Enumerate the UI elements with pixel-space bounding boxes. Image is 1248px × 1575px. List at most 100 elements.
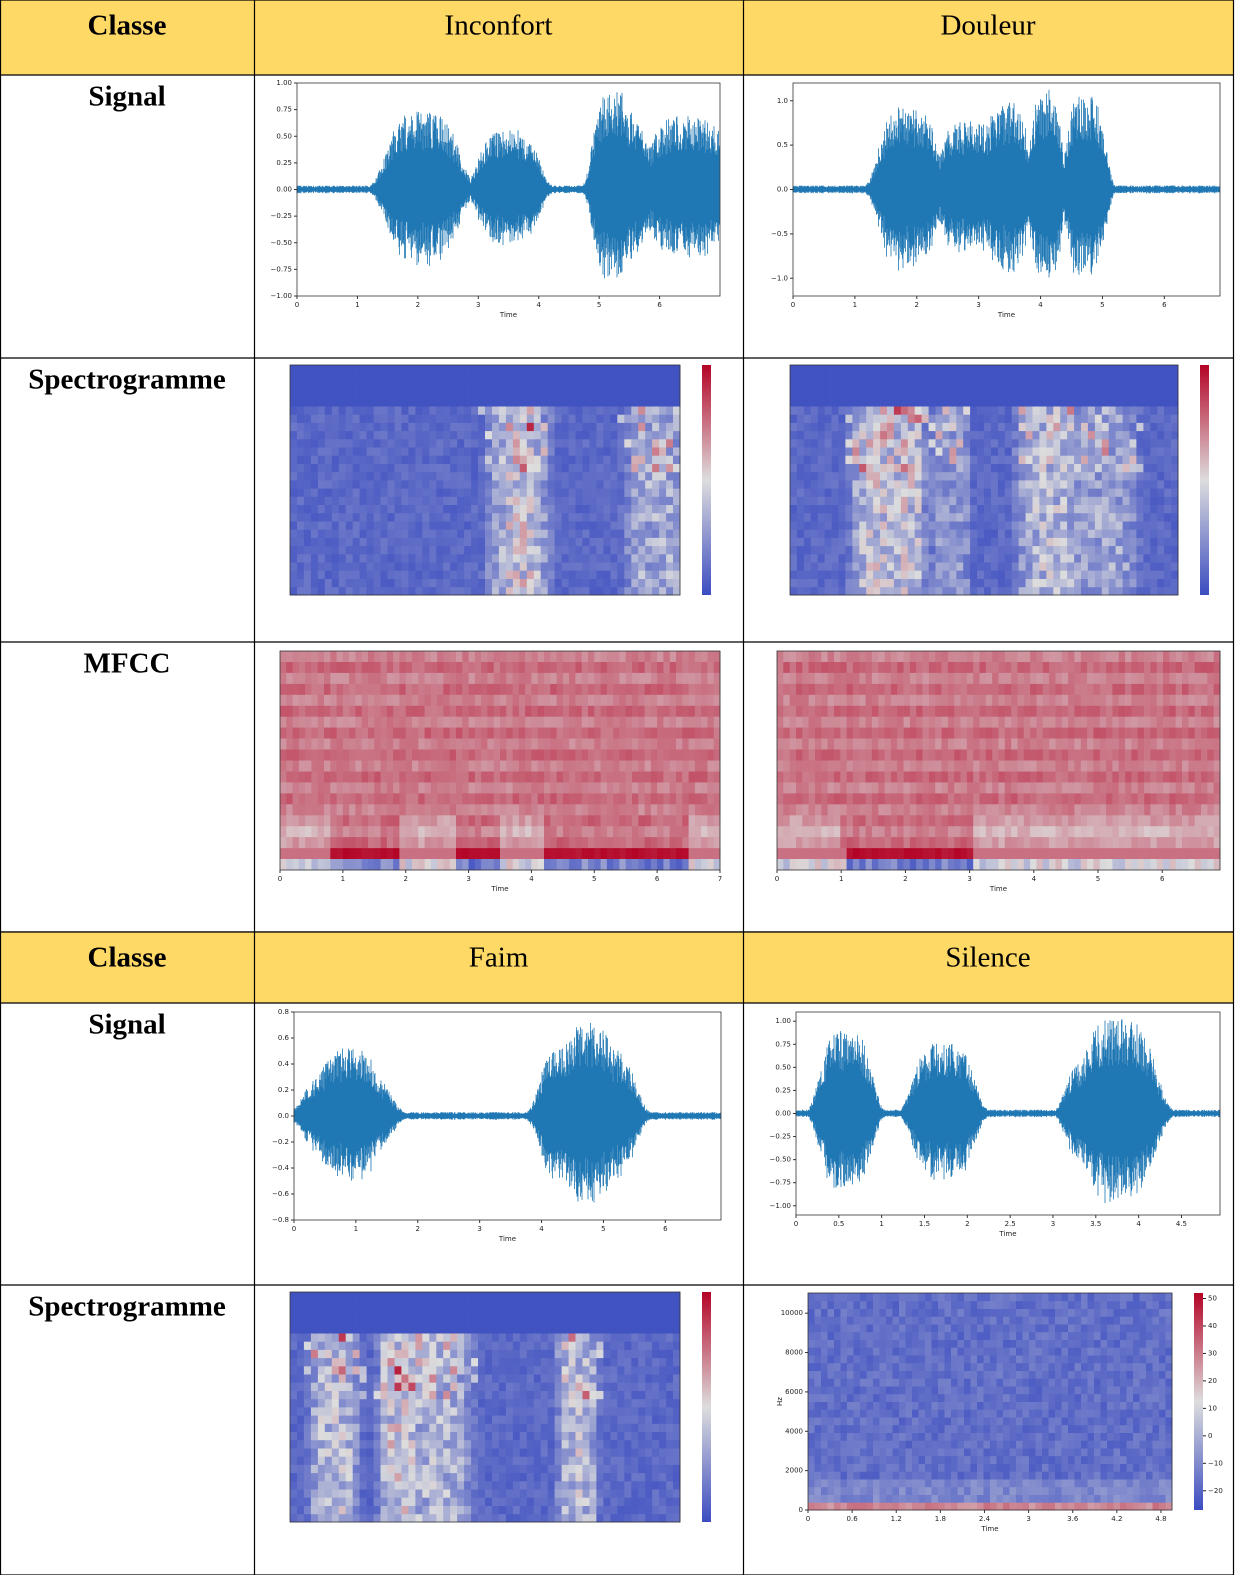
spectrogram-cell <box>852 373 859 382</box>
spectrogram-cell <box>977 488 984 497</box>
x-tick-label: 6 <box>657 301 662 309</box>
spectrogram-cell <box>450 447 457 456</box>
spectrogram-cell <box>325 480 332 489</box>
spectrogram-cell <box>963 447 970 456</box>
spectrogram-cell <box>408 529 415 538</box>
mfcc-cell <box>651 684 658 695</box>
spectrogram-cell <box>936 455 943 464</box>
spectrogram-cell <box>353 538 360 547</box>
spectrogram-cell <box>499 455 506 464</box>
spectrogram-cell <box>1026 423 1033 432</box>
mfcc-cell <box>456 793 463 804</box>
spectrogram-cell <box>1164 381 1171 390</box>
spectrogram-cell <box>1039 431 1046 440</box>
spectrogram-cell <box>520 439 527 448</box>
spectrogram-cell <box>1060 513 1067 522</box>
plot-mfcc: 01234567Time <box>278 651 722 893</box>
spectrogram-cell <box>887 488 894 497</box>
spectrogram-cell <box>666 464 673 473</box>
spectrogram-cell <box>991 538 998 547</box>
spectrogram-cell <box>1067 398 1074 407</box>
spectrogram-cell <box>1123 587 1130 596</box>
spectrogram-cell <box>970 513 977 522</box>
spectrogram-cell <box>880 464 887 473</box>
spectrogram-cell <box>555 455 562 464</box>
spectrogram-cell <box>464 373 471 382</box>
mfcc-cell <box>519 717 526 728</box>
mfcc-cell <box>355 684 362 695</box>
spectrogram-cell <box>970 521 977 530</box>
spectrogram-cell <box>534 439 541 448</box>
mfcc-cell <box>550 673 557 684</box>
mfcc-cell <box>381 750 388 761</box>
spectrogram-cell <box>963 513 970 522</box>
spectrogram-cell <box>1012 406 1019 415</box>
mfcc-cell <box>305 815 312 826</box>
mfcc-cell <box>569 695 576 706</box>
spectrogram-cell <box>395 562 402 571</box>
mfcc-cell <box>809 837 816 848</box>
spectrogram-cell <box>631 579 638 588</box>
mfcc-cell <box>575 739 582 750</box>
spectrogram-cell <box>1143 423 1150 432</box>
spectrogram-cell <box>1130 570 1137 579</box>
spectrogram-cell <box>790 587 797 596</box>
spectrogram-cell <box>1081 570 1088 579</box>
spectrogram-cell <box>381 390 388 399</box>
spectrogram-cell <box>1164 464 1171 473</box>
spectrogram-cell <box>1081 423 1088 432</box>
spectrogram-cell <box>825 538 832 547</box>
spectrogram-cell <box>1157 365 1164 374</box>
mfcc-cell <box>513 695 520 706</box>
spectrogram-cell <box>963 587 970 596</box>
spectrogram-cell <box>492 365 499 374</box>
mfcc-cell <box>368 761 375 772</box>
mfcc-cell <box>834 673 841 684</box>
mfcc-cell <box>840 739 847 750</box>
mfcc-cell <box>481 804 488 815</box>
mfcc-cell <box>299 717 306 728</box>
spectrogram-cell <box>610 570 617 579</box>
spectrogram-cell <box>603 406 610 415</box>
mfcc-cell <box>286 782 293 793</box>
spectrogram-cell <box>1164 505 1171 514</box>
spectrogram-cell <box>1067 472 1074 481</box>
mfcc-cell <box>563 706 570 717</box>
spectrogram-cell <box>1074 496 1081 505</box>
x-axis-label: Time <box>490 885 508 893</box>
spectrogram-cell <box>638 579 645 588</box>
spectrogram-cell <box>797 390 804 399</box>
spectrogram-cell <box>617 464 624 473</box>
mfcc-cell <box>437 804 444 815</box>
mfcc-cell <box>645 750 652 761</box>
mfcc-cell <box>494 706 501 717</box>
spectrogram-cell <box>562 546 569 555</box>
spectrogram-cell <box>1053 513 1060 522</box>
mfcc-cell <box>840 684 847 695</box>
spectrogram-cell <box>367 579 374 588</box>
spectrogram-cell <box>631 365 638 374</box>
mfcc-cell <box>393 782 400 793</box>
mfcc-cell <box>330 859 337 870</box>
spectrogram-cell <box>956 587 963 596</box>
mfcc-cell <box>815 848 822 859</box>
mfcc-cell <box>563 804 570 815</box>
spectrogram-cell <box>311 423 318 432</box>
spectrogram-cell <box>839 505 846 514</box>
mfcc-cell <box>885 782 892 793</box>
spectrogram-cell <box>464 390 471 399</box>
spectrogram-cell <box>381 381 388 390</box>
mfcc-cell <box>324 804 331 815</box>
spectrogram-cell <box>596 562 603 571</box>
spectrogram-cell <box>956 423 963 432</box>
spectrogram-cell <box>367 447 374 456</box>
spectrogram-cell <box>464 480 471 489</box>
spectrogram-cell <box>332 513 339 522</box>
spectrogram-cell <box>1116 381 1123 390</box>
spectrogram-cell <box>464 587 471 596</box>
spectrogram-cell <box>541 546 548 555</box>
spectrogram-cell <box>471 538 478 547</box>
spectrogram-cell <box>617 365 624 374</box>
spectrogram-cell <box>1067 423 1074 432</box>
spectrogram-cell <box>353 406 360 415</box>
